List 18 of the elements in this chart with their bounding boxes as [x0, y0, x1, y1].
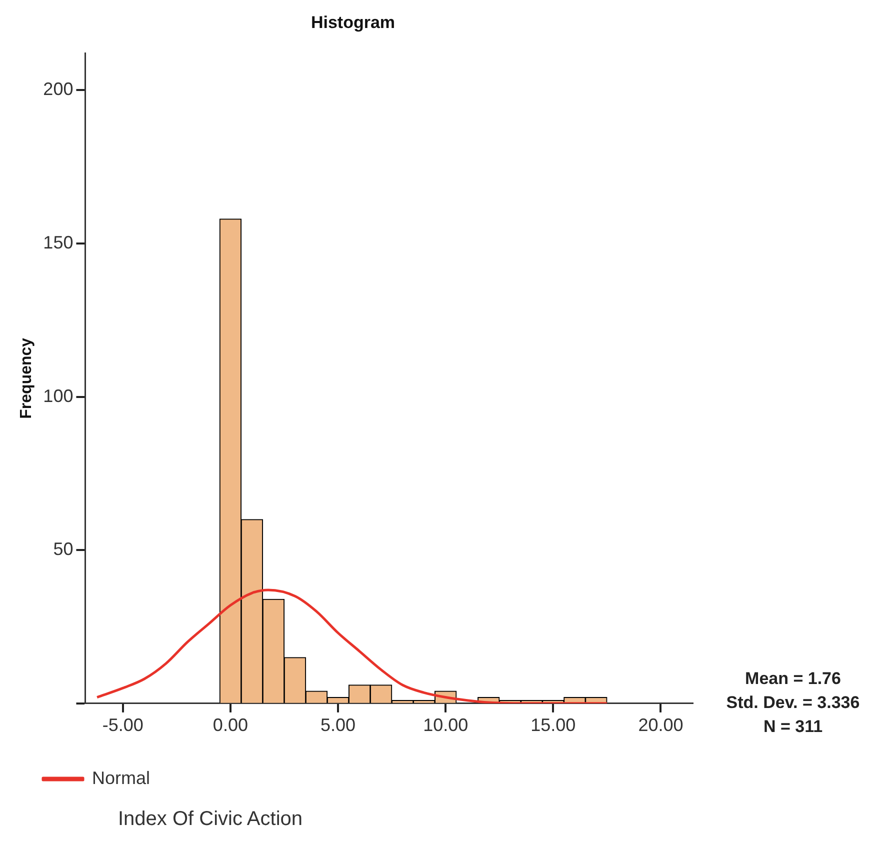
- y-tick-label: 200: [43, 79, 74, 100]
- text: Mean = 1.76: [745, 669, 841, 688]
- x-tick-label: 0.00: [212, 715, 248, 736]
- text: N = 311: [763, 717, 823, 736]
- line-series: [96, 588, 608, 704]
- x-tick-label: 15.00: [530, 715, 576, 736]
- text: Std. Dev. = 3.336: [726, 693, 860, 712]
- y-tick-label: 150: [43, 232, 74, 252]
- y-tick-label: 50: [53, 539, 74, 560]
- y-tick-label: 100: [43, 386, 74, 406]
- x-tick-label: -5.00: [102, 715, 144, 736]
- x-tick-label: 20.00: [638, 715, 684, 736]
- legend-label: Normal: [92, 768, 150, 788]
- x-axis-title: Index Of Civic Action: [118, 808, 304, 831]
- x-tick-label: 5.00: [320, 715, 356, 736]
- x-tick-label: 10.00: [423, 715, 468, 736]
- chart-title: Histogram: [310, 12, 396, 32]
- y-axis-title: Frequency: [18, 338, 36, 419]
